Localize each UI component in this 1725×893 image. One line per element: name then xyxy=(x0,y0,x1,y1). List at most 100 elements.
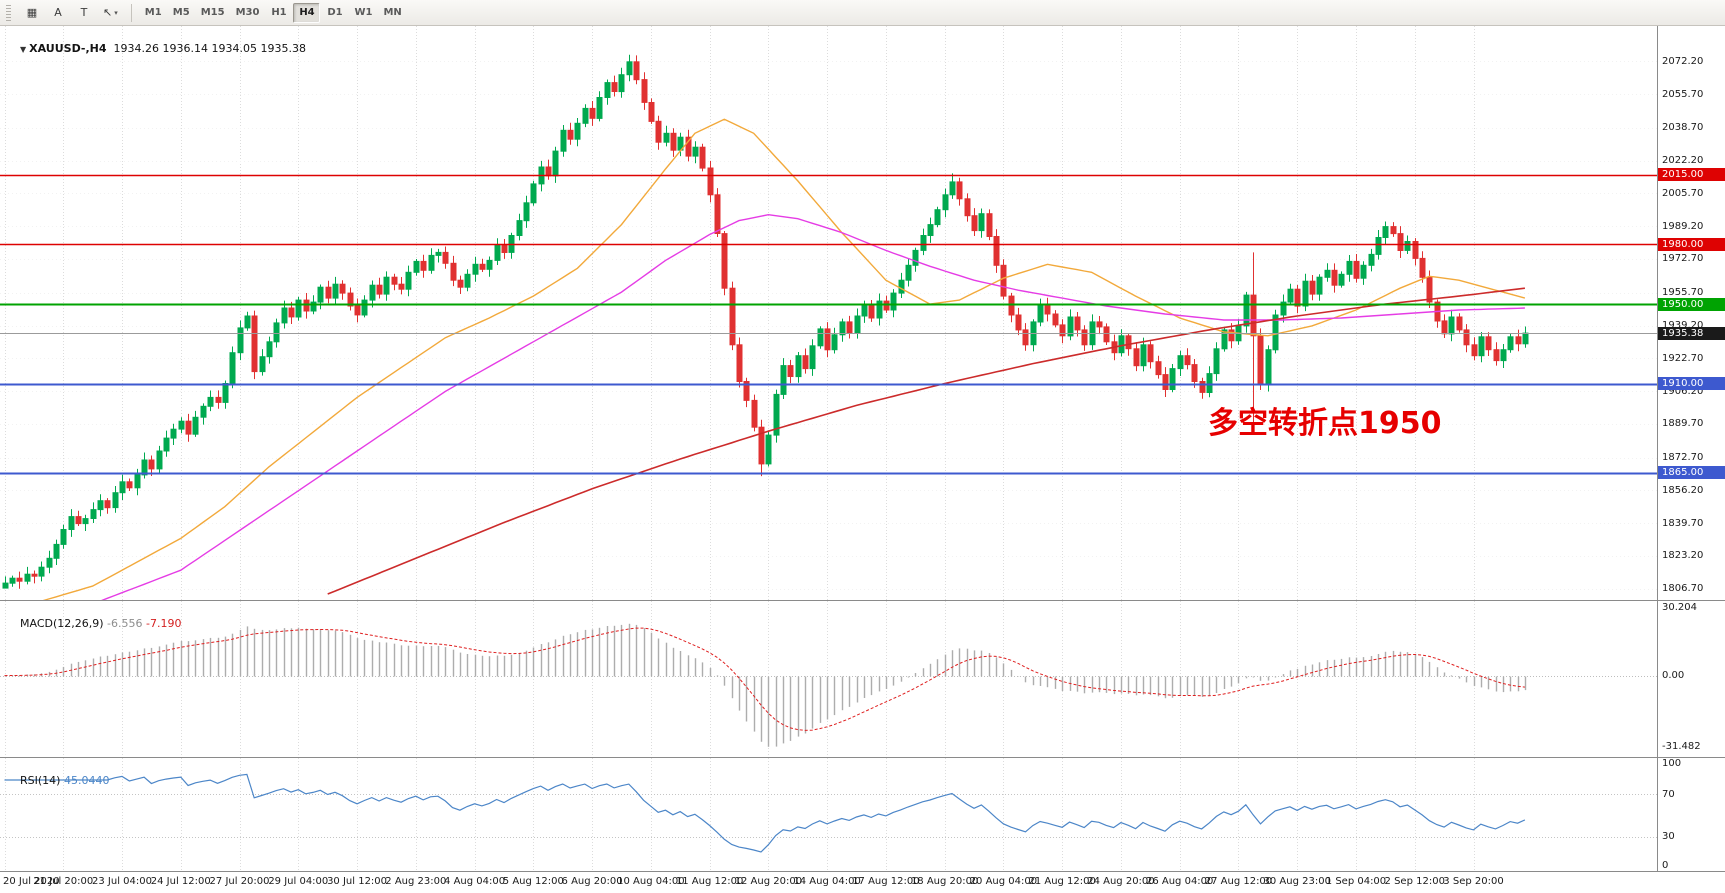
macd-signal-value: -7.190 xyxy=(142,617,182,630)
ma-slow-red xyxy=(327,287,1525,595)
rsi-title: RSI(14) 45.0440 xyxy=(6,761,109,800)
time-label: 21 Jul 20:00 xyxy=(33,876,94,887)
price-tick: 1906.20 xyxy=(1662,385,1704,397)
macd-signal-line xyxy=(4,627,1525,731)
time-label: 2 Aug 23:00 xyxy=(385,876,447,887)
time-label: 24 Aug 20:00 xyxy=(1087,876,1155,887)
price-line-label: 1935.38 xyxy=(1658,326,1725,340)
price-tick: 1872.70 xyxy=(1662,452,1704,464)
price-line-label: 1865.00 xyxy=(1658,466,1725,480)
price-tick: 30 xyxy=(1662,831,1675,843)
price-scale[interactable]: 2072.20 2055.70 2038.70 2022.20 2005.70 1989.… xyxy=(1657,26,1725,600)
time-label: 10 Aug 04:00 xyxy=(617,876,685,887)
price-line-label: 1950.00 xyxy=(1658,297,1725,311)
arrow-label-tool-button[interactable]: A xyxy=(54,6,62,19)
price-tick: 30.204 xyxy=(1662,601,1697,613)
time-label: 27 Aug 12:00 xyxy=(1204,876,1273,887)
time-label: 2 Sep 12:00 xyxy=(1384,876,1445,887)
ohlc-values: 1934.26 1936.14 1934.05 1935.38 xyxy=(106,42,306,55)
macd-plot[interactable] xyxy=(0,601,1657,757)
price-line-label: 1910.00 xyxy=(1658,377,1725,390)
drawing-tools-group: ▦ A T ↖ ▾ xyxy=(20,3,123,23)
grid-lines xyxy=(5,758,1475,871)
time-label: 6 Aug 20:00 xyxy=(561,876,623,887)
macd-name: MACD(12,26,9) xyxy=(20,617,104,630)
price-tick: 1989.20 xyxy=(1662,220,1704,232)
toolbar-grip[interactable] xyxy=(6,4,11,21)
macd-title: MACD(12,26,9) -6.556 -7.190 xyxy=(6,604,181,643)
macd-value: -6.556 xyxy=(103,617,143,630)
price-tick: 1939.20 xyxy=(1662,320,1704,331)
timeframe-w1-button[interactable]: W1 xyxy=(354,7,373,18)
draw-objects-tool-button[interactable]: ↖ ▾ xyxy=(103,6,118,19)
price-tick: 1839.70 xyxy=(1662,517,1704,529)
symbol-label: XAUUSD-,H4 xyxy=(29,42,107,55)
time-label: 3 Sep 20:00 xyxy=(1443,876,1504,887)
charts-grid-tool-button[interactable]: ▦ xyxy=(26,6,38,19)
price-tick: 1972.70 xyxy=(1662,253,1704,265)
price-tick: 0 xyxy=(1662,860,1669,871)
price-tick: 70 xyxy=(1662,788,1675,800)
price-tick: 0.00 xyxy=(1662,670,1685,682)
rsi-line xyxy=(4,773,1526,853)
time-label: 11 Aug 12:00 xyxy=(675,876,744,887)
rsi-indicator-panel: RSI(14) 45.0440 100 70 30 0 xyxy=(0,757,1725,871)
candlestick-plot[interactable] xyxy=(0,26,1657,600)
text-tool-button[interactable]: T xyxy=(80,6,88,19)
timeframe-h4-button[interactable]: H4 xyxy=(293,2,321,23)
timeframe-mn-button[interactable]: MN xyxy=(383,7,402,18)
horizontal-level-lines xyxy=(0,174,1657,475)
price-tick: 1823.20 xyxy=(1662,550,1704,562)
price-tick: 1955.70 xyxy=(1662,287,1704,299)
ma-fast-orange xyxy=(42,118,1526,600)
grid-lines xyxy=(5,601,1475,757)
time-label: 18 Aug 20:00 xyxy=(910,876,979,887)
rsi-plot[interactable] xyxy=(0,758,1657,871)
chevron-down-icon: ▾ xyxy=(114,8,118,17)
time-label: 12 Aug 20:00 xyxy=(734,876,803,887)
time-label: 1 Sep 04:00 xyxy=(1325,876,1387,887)
timeframe-m5-button[interactable]: M5 xyxy=(172,7,190,18)
macd-scale[interactable]: 30.204 0.00 -31.482 xyxy=(1657,601,1725,757)
time-label: 14 Aug 04:00 xyxy=(793,876,861,887)
time-label: 20 Aug 04:00 xyxy=(969,876,1038,887)
chart-title: ▼ XAUUSD-,H4 1934.26 1936.14 1934.05 1935… xyxy=(6,29,306,68)
macd-indicator-panel: MACD(12,26,9) -6.556 -7.190 30.204 0.00 -3… xyxy=(0,600,1725,757)
rsi-value: 45.0440 xyxy=(60,774,110,787)
rsi-name: RSI(14) xyxy=(20,774,61,787)
time-label: 29 Jul 04:00 xyxy=(268,876,329,887)
timeframe-h1-button[interactable]: H1 xyxy=(271,7,287,18)
price-tick: 1856.20 xyxy=(1662,484,1704,496)
price-tick: 2055.70 xyxy=(1662,88,1704,100)
chart-text-annotation[interactable]: 多空转折点1950 xyxy=(1208,406,1442,441)
time-axis[interactable]: 20 Jul 2020 21 Jul 20:00 23 Jul 04:00 24 Ju… xyxy=(0,871,1725,893)
time-label: 21 Aug 12:00 xyxy=(1028,876,1096,887)
time-label: 30 Jul 12:00 xyxy=(327,876,388,887)
dropdown-arrow-icon[interactable]: ▼ xyxy=(20,45,27,54)
time-label: 4 Aug 04:00 xyxy=(444,876,506,887)
timeframe-m1-button[interactable]: M1 xyxy=(144,7,162,18)
time-label: 24 Jul 12:00 xyxy=(150,876,211,887)
candles xyxy=(2,54,1529,589)
timeframe-d1-button[interactable]: D1 xyxy=(327,7,343,18)
price-tick: 100 xyxy=(1662,758,1682,769)
rsi-scale[interactable]: 100 70 30 0 xyxy=(1657,758,1725,871)
price-tick: 1922.70 xyxy=(1662,352,1704,364)
price-tick: 1806.70 xyxy=(1662,583,1704,595)
price-tick: 2038.70 xyxy=(1662,122,1704,134)
moving-averages xyxy=(42,118,1526,600)
time-label: 5 Aug 12:00 xyxy=(502,876,564,887)
price-line-label: 1980.00 xyxy=(1658,237,1725,251)
price-line-label: 2015.00 xyxy=(1658,168,1725,182)
hgrid-lines xyxy=(0,61,1657,590)
toolbar: ▦ A T ↖ ▾ M1 M5 M15 M30 H1 H4 D1 W1 MN xyxy=(0,0,1725,26)
timeframe-m30-button[interactable]: M30 xyxy=(235,7,260,18)
price-tick: -31.482 xyxy=(1662,741,1701,753)
toolbar-separator xyxy=(130,3,132,22)
price-tick: 2072.20 xyxy=(1662,55,1704,67)
time-label: 20 Jul 2020 xyxy=(3,876,60,887)
main-chart-panel: ▼ XAUUSD-,H4 1934.26 1936.14 1934.05 1935… xyxy=(0,26,1725,600)
time-label: 23 Jul 04:00 xyxy=(92,876,152,887)
timeframe-buttons-group: M1 M5 M15 M30 H1 H4 D1 W1 MN xyxy=(140,2,407,23)
timeframe-m15-button[interactable]: M15 xyxy=(200,7,225,18)
